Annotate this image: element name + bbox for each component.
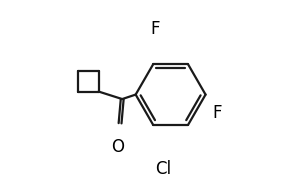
- Text: O: O: [111, 138, 124, 156]
- Text: Cl: Cl: [155, 160, 172, 178]
- Text: F: F: [150, 20, 160, 38]
- Text: F: F: [212, 104, 222, 122]
